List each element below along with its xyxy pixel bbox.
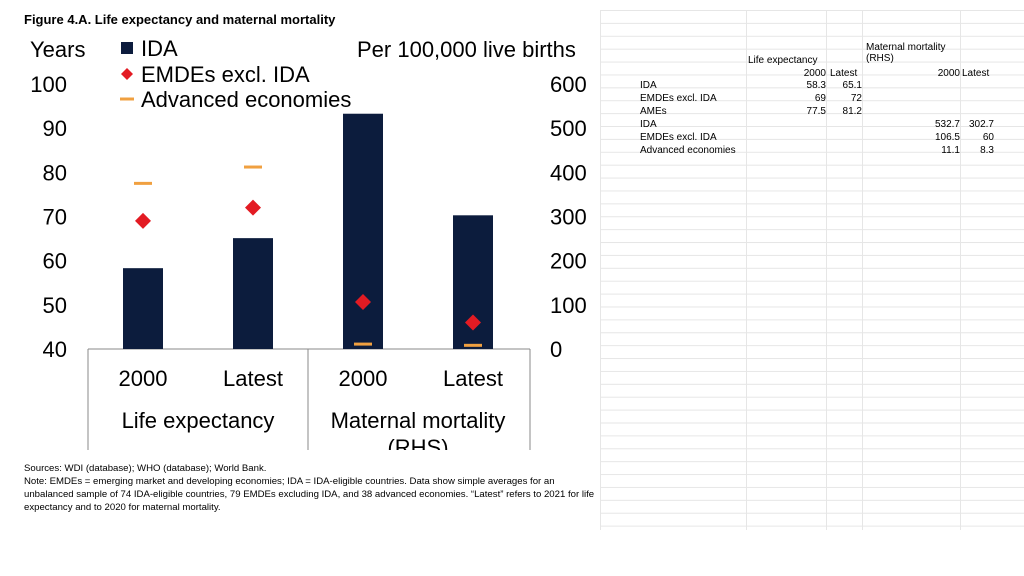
x-tick-label: Latest [443, 366, 503, 391]
table-cell-2000: 532.7 [934, 119, 960, 130]
table-cell-2000: 69 [814, 92, 826, 104]
x-group-label: Life expectancy [122, 408, 275, 433]
marker-emde [465, 314, 481, 331]
table-col-latest: Latest [830, 68, 858, 79]
marker-advanced [464, 343, 482, 347]
table-cell-2000: 106.5 [934, 131, 960, 143]
y-tick-label-left: 40 [43, 337, 67, 362]
y-tick-label-right: 500 [550, 116, 587, 141]
legend-swatch-advanced [120, 97, 134, 101]
y-tick-label-right: 0 [550, 337, 562, 362]
grid-column-line [960, 10, 961, 530]
y-tick-label-right: 400 [550, 160, 587, 185]
bar-ida [123, 268, 163, 349]
table-row-label: EMDEs excl. IDA [640, 92, 717, 104]
table-col-2000-mm: 2000 [937, 68, 960, 79]
y-tick-label-right: 300 [550, 205, 587, 230]
marker-advanced [354, 342, 372, 346]
x-group-label: Maternal mortality [331, 408, 506, 433]
legend-label: IDA [141, 36, 178, 61]
y-tick-label-left: 60 [43, 249, 67, 274]
table-col-latest-mm: Latest [962, 68, 990, 79]
table-row-label: IDA [640, 119, 657, 130]
table-cell-latest: 302.7 [968, 119, 994, 130]
figure-title: Figure 4.A. Life expectancy and maternal… [24, 12, 336, 27]
table-cell-2000: 77.5 [806, 105, 826, 117]
y-tick-label-left: 70 [43, 205, 67, 230]
source-note: Sources: WDI (database); WHO (database);… [24, 462, 604, 514]
grid-column-line [862, 10, 863, 530]
y-tick-label-right: 200 [550, 249, 587, 274]
table-row-label: IDA [640, 80, 657, 91]
bar-ida [233, 238, 273, 349]
y-tick-label-right: 600 [550, 72, 587, 97]
legend-swatch-ida [121, 42, 133, 54]
marker-emde [135, 212, 151, 229]
table-cell-latest: 72 [850, 92, 862, 104]
y-tick-label-left: 100 [30, 72, 67, 97]
note-text: Note: EMDEs = emerging market and develo… [24, 476, 595, 513]
bar-ida [343, 113, 383, 349]
table-cell-2000: 11.1 [941, 144, 960, 156]
table-header-mm-rhs: (RHS) [866, 53, 894, 64]
x-tick-label: 2000 [339, 366, 388, 391]
legend-label: EMDEs excl. IDA [141, 62, 310, 87]
sources-text: Sources: WDI (database); WHO (database);… [24, 463, 267, 474]
spreadsheet-grid [600, 10, 1024, 530]
y-tick-label-right: 100 [550, 293, 587, 318]
y-tick-label-left: 50 [43, 293, 67, 318]
table-cell-latest: 8.3 [980, 144, 994, 156]
table-cell-latest: 60 [982, 131, 994, 143]
x-tick-label: 2000 [119, 366, 168, 391]
table-cell-latest: 81.2 [842, 105, 862, 117]
y-tick-label-left: 90 [43, 116, 67, 141]
x-tick-label: Latest [223, 366, 283, 391]
y-axis-label-left: Years [30, 37, 85, 62]
table-header-mm: Maternal mortality [866, 42, 946, 53]
table-cell-latest: 65.1 [842, 80, 862, 91]
x-group-label: (RHS) [387, 435, 448, 450]
marker-emde [355, 293, 371, 310]
legend-label: Advanced economies [141, 87, 351, 112]
grid-column-line [746, 10, 747, 530]
marker-advanced [244, 165, 262, 169]
chart: 100 90 80 70 60 50 40 600 500 400 300 200 100 0 Years P… [30, 36, 587, 450]
table-cell-2000: 58.3 [806, 80, 826, 91]
grid-column-line [826, 10, 827, 530]
marker-emde [245, 199, 261, 216]
table-row-label: EMDEs excl. IDA [640, 131, 717, 143]
table-row-label: Advanced economies [640, 144, 736, 156]
y-tick-label-left: 80 [43, 160, 67, 185]
table-header-life: Life expectancy [748, 55, 818, 66]
marker-advanced [134, 181, 152, 185]
table-col-2000: 2000 [803, 68, 826, 79]
table-row-label: AMEs [640, 105, 667, 117]
legend-swatch-emde [121, 68, 133, 80]
y-axis-label-right: Per 100,000 live births [357, 37, 576, 62]
